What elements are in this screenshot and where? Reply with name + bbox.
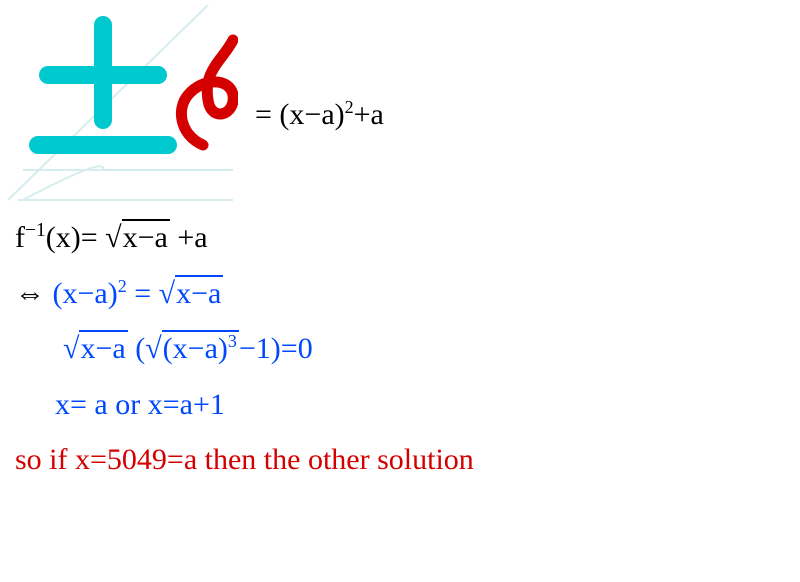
- line3-sqrt: √x−a: [159, 266, 224, 322]
- line2: f−1(x)= √x−a +a: [15, 210, 785, 266]
- line2-sqrt: √x−a: [105, 210, 170, 266]
- line4: √x−a (√(x−a)3−1)=0: [15, 321, 785, 377]
- derivation-lines: f−1(x)= √x−a +a ⇔ (x−a)2 = √x−a √x−a (√(…: [15, 150, 785, 488]
- line4-rad2-exp: 3: [228, 331, 237, 351]
- line3-lhs-base: (x−a): [53, 277, 118, 310]
- line2-radicand: x−a: [122, 219, 170, 254]
- line4-open: (: [128, 332, 146, 365]
- line2-fexp: −1: [25, 220, 46, 241]
- line3-radicand: x−a: [175, 275, 223, 310]
- line4-rad2-base: (x−a): [163, 332, 228, 365]
- line2-after: +a: [170, 221, 208, 254]
- line1-eq-prefix: = (x−a): [255, 98, 345, 131]
- line3-lhs-exp: 2: [118, 276, 127, 296]
- line3-eq: =: [127, 277, 159, 310]
- line5: x= a or x=a+1: [15, 377, 785, 433]
- line3-arrow: ⇔: [15, 277, 53, 310]
- line1-suffix: +a: [354, 98, 384, 131]
- line4-sqrt2: √(x−a)3: [145, 321, 239, 377]
- line4-close: −1)=0: [239, 332, 313, 365]
- line2-f: f: [15, 221, 25, 254]
- line1: = (x−a)2+a: [255, 98, 384, 132]
- line4-sqrt1: √x−a: [63, 321, 128, 377]
- line6: so if x=5049=a then the other solution: [15, 432, 785, 488]
- line3: ⇔ (x−a)2 = √x−a: [15, 266, 785, 322]
- math-page: = (x−a)2+a f−1(x)= √x−a +a ⇔ (x−a)2 = √x…: [0, 0, 800, 582]
- line1-exp: 2: [345, 97, 354, 117]
- line4-rad1: x−a: [79, 330, 127, 365]
- line2-eq: (x)=: [46, 221, 105, 254]
